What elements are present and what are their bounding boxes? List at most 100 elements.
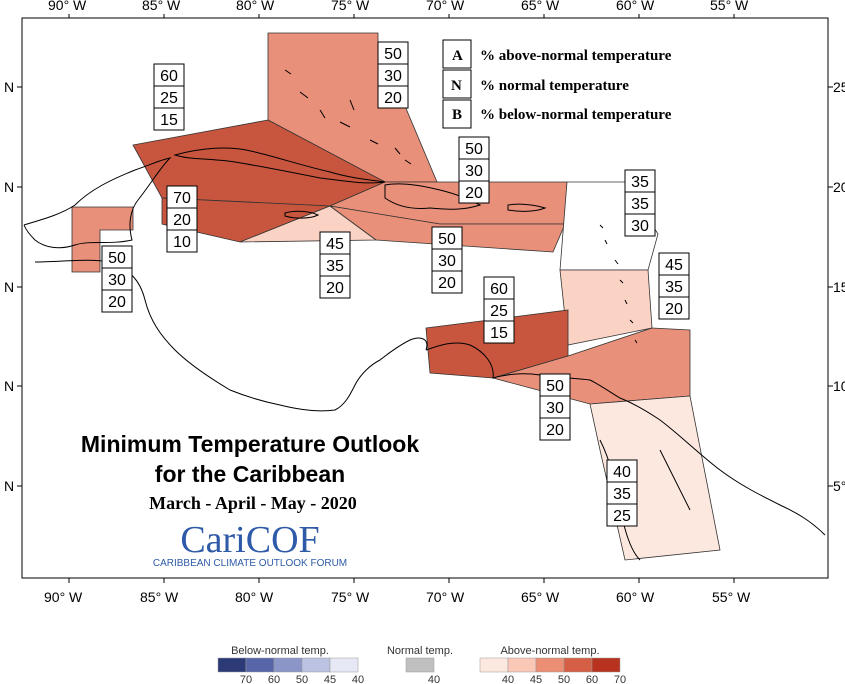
top-tick: 55° W (710, 0, 749, 13)
prob-value-trinidad-a: 50 (546, 378, 564, 395)
coastlines (23, 69, 826, 561)
colorbar-above-3-value: 60 (586, 674, 598, 684)
prob-value-hispaniola-pr-a: 50 (465, 141, 483, 158)
map-title-line2: for the Caribbean (155, 461, 345, 487)
right-tick: 5° (833, 478, 845, 494)
left-tick: N (4, 478, 14, 494)
prob-value-windward-a: 45 (665, 257, 683, 274)
prob-value-hispaniola-pr-b: 20 (465, 185, 483, 202)
colorbar-above-2-swatch (535, 657, 565, 673)
legend-key: A % above-normal temperature N % normal … (442, 39, 672, 129)
prob-value-hispaniola-south-n: 30 (438, 253, 456, 270)
bottom-tick: 55° W (712, 589, 751, 605)
key-box-n (442, 69, 472, 99)
region-belize (71, 206, 134, 273)
prob-box-trinidad-b (539, 417, 571, 441)
prob-value-jamaica-cayman-b: 10 (173, 234, 191, 251)
prob-value-jamaica-cayman-a: 70 (173, 190, 191, 207)
colorbar-below-2-swatch (273, 657, 303, 673)
left-tick: N (4, 378, 14, 394)
colorbar-above-1-value: 45 (530, 674, 542, 684)
prob-value-jamaica-south-a: 45 (326, 236, 344, 253)
prob-value-abc-islands-n: 25 (490, 303, 508, 320)
colorbar-below-2-value: 50 (296, 674, 308, 684)
bottom-lon-ticks: 90° W 85° W 80° W 75° W 70° W 65° W 60° … (44, 589, 751, 605)
prob-value-jamaica-south-b: 20 (326, 280, 344, 297)
prob-value-cuba-a: 60 (160, 68, 178, 85)
right-tick: 15 (833, 279, 845, 295)
colorbar-above-0-swatch (479, 657, 509, 673)
prob-value-jamaica-cayman-n: 20 (173, 212, 191, 229)
colorbar-above-4-value: 70 (614, 674, 626, 684)
bottom-tick: 65° W (521, 589, 560, 605)
prob-box-jamaica-cayman-b (166, 229, 198, 253)
prob-box-bahamas-b (377, 85, 409, 109)
left-tick: N (4, 279, 14, 295)
top-tick: 60° W (616, 0, 655, 13)
colorbar-below-1-value: 60 (268, 674, 280, 684)
key-letter-n: N (451, 78, 462, 94)
right-lat-ticks: 25 20 15 10 5° (833, 79, 845, 494)
colorbar: Below-normal temp. Normal temp. Above-no… (217, 645, 626, 684)
prob-box-cuba-b (153, 107, 185, 131)
prob-box-hispaniola-south-b (431, 270, 463, 294)
prob-value-windward-b: 20 (665, 301, 683, 318)
key-box-a (442, 39, 472, 69)
prob-value-guianas-b: 25 (613, 508, 631, 525)
colorbar-normal-label: Normal temp. (387, 645, 453, 657)
right-tick: 25 (833, 79, 845, 95)
prob-box-guianas-b (606, 503, 638, 527)
prob-box-abc-islands-b (483, 320, 515, 344)
key-box-b (442, 99, 472, 129)
probability-boxes: 50 30 20 60 25 15 70 20 10 50 30 20 45 35 20 50 30 20 50 30… (101, 41, 690, 527)
colorbar-above-4-swatch (591, 657, 621, 673)
colorbar-above-1-swatch (507, 657, 537, 673)
colorbar-above-3-swatch (563, 657, 593, 673)
colorbar-above-0-value: 40 (502, 674, 514, 684)
prob-value-trinidad-n: 30 (546, 400, 564, 417)
top-lon-ticks: 90° W 85° W 80° W 75° W 70° W 65° W 60° … (48, 0, 749, 13)
right-tick: 10 (833, 378, 845, 394)
bottom-tick: 80° W (235, 589, 274, 605)
bottom-tick: 85° W (140, 589, 179, 605)
prob-box-windward-b (658, 296, 690, 320)
top-tick: 90° W (48, 0, 87, 13)
title-block: Minimum Temperature Outlook for the Cari… (81, 431, 419, 569)
tick-marks (17, 14, 833, 583)
key-letter-a: A (452, 48, 463, 64)
left-tick: N (4, 179, 14, 195)
prob-value-trinidad-b: 20 (546, 422, 564, 439)
key-desc-b: % below-normal temperature (480, 107, 672, 123)
prob-value-jamaica-south-n: 35 (326, 258, 344, 275)
prob-value-leeward-n: 35 (631, 196, 649, 213)
colorbar-below-4-value: 40 (352, 674, 364, 684)
caricof-logo: CariCOF (180, 519, 319, 561)
prob-value-hispaniola-pr-n: 30 (465, 163, 483, 180)
prob-value-belize-b: 20 (108, 294, 126, 311)
colorbar-below-4-swatch (329, 657, 359, 673)
left-lat-ticks: N N N N N (4, 79, 14, 494)
colorbar-below-0-value: 70 (240, 674, 252, 684)
bottom-tick: 60° W (616, 589, 655, 605)
top-tick: 80° W (236, 0, 275, 13)
top-tick: 85° W (142, 0, 181, 13)
top-tick: 75° W (331, 0, 370, 13)
colorbar-normal-0-value: 40 (428, 674, 440, 684)
colorbar-below-3-swatch (301, 657, 331, 673)
prob-value-cuba-b: 15 (160, 112, 178, 129)
top-tick: 65° W (521, 0, 560, 13)
bottom-tick: 70° W (426, 589, 465, 605)
prob-value-hispaniola-south-a: 50 (438, 231, 456, 248)
key-letter-b: B (452, 107, 462, 123)
prob-box-leeward-b (624, 213, 656, 237)
colorbar-below-label: Below-normal temp. (231, 645, 329, 657)
prob-value-belize-n: 30 (108, 272, 126, 289)
caricof-logo-subtitle: CARIBBEAN CLIMATE OUTLOOK FORUM (153, 558, 347, 569)
prob-value-leeward-a: 35 (631, 174, 649, 191)
colorbar-normal-0-swatch (405, 657, 435, 673)
colorbar-above-2-value: 50 (558, 674, 570, 684)
prob-box-jamaica-south-b (319, 275, 351, 299)
bottom-tick: 90° W (44, 589, 83, 605)
prob-box-belize-b (101, 289, 133, 313)
